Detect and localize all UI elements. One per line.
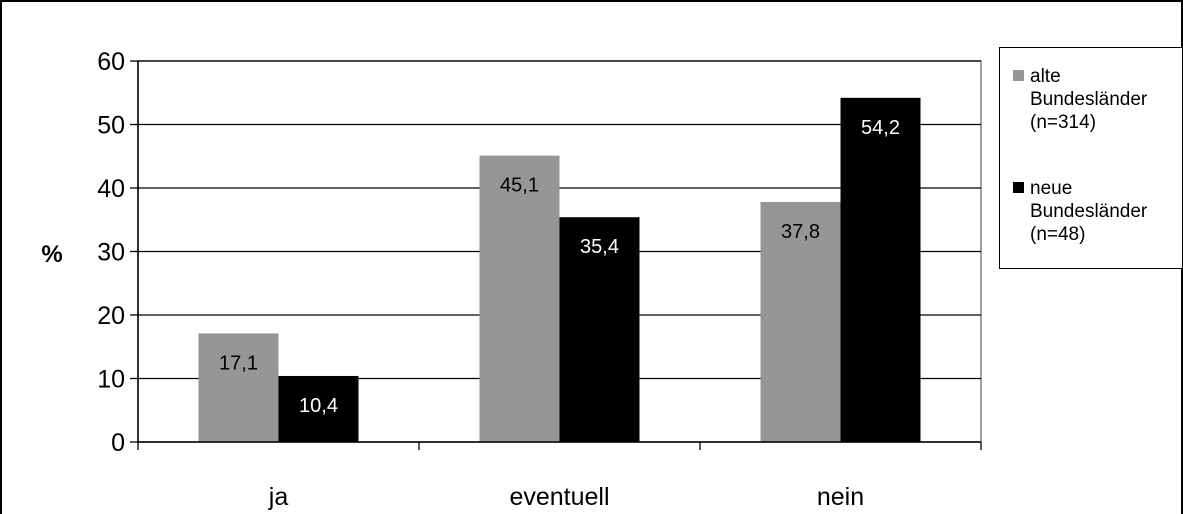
legend-label-neue: neue Bundesländer (n=48)	[1030, 178, 1148, 245]
bar-value-label: 45,1	[500, 175, 539, 197]
bars-group	[198, 97, 921, 443]
axes-group	[130, 60, 982, 450]
bar	[198, 333, 279, 442]
y-tick-label: 60	[97, 48, 125, 76]
y-tick-label: 0	[111, 429, 125, 457]
x-tick-label: eventuell	[509, 483, 609, 511]
y-tick-label: 30	[97, 239, 125, 267]
x-tick-label: ja	[268, 483, 289, 511]
bar	[559, 217, 640, 442]
bar	[840, 97, 921, 442]
bar-value-label: 37,8	[781, 221, 820, 243]
y-tick-label: 40	[97, 175, 125, 203]
labels-group: 0 10 20 30 40 50 60 ja 17,1 10,4 eventuell 45,1 35,4…	[97, 48, 900, 511]
legend-swatch-alte	[1013, 70, 1024, 81]
bar-value-label: 35,4	[580, 236, 619, 258]
y-tick-label: 20	[97, 302, 125, 330]
x-tick-label: nein	[817, 483, 864, 511]
legend-swatch-neue	[1013, 182, 1024, 193]
bar	[278, 375, 359, 442]
bar-value-label: 54,2	[861, 117, 900, 139]
legend: alte Bundesländer (n=314) neue Bundeslän…	[999, 47, 1183, 269]
legend-label-alte: alte Bundesländer (n=314)	[1030, 66, 1148, 133]
y-tick-label: 10	[97, 366, 125, 394]
y-axis-title: %	[41, 241, 62, 268]
y-tick-label: 50	[97, 112, 125, 140]
bar	[760, 201, 841, 442]
bar-value-label: 10,4	[299, 395, 338, 417]
bar-value-label: 17,1	[219, 352, 258, 374]
bar	[479, 155, 560, 443]
